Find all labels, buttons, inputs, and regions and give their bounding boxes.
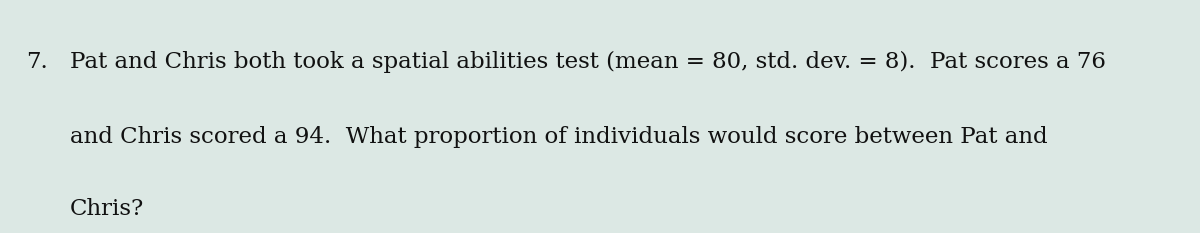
Text: 7.: 7. <box>26 51 48 73</box>
Text: and Chris scored a 94.  What proportion of individuals would score between Pat a: and Chris scored a 94. What proportion o… <box>70 126 1048 148</box>
Text: Chris?: Chris? <box>70 198 144 220</box>
Text: Pat and Chris both took a spatial abilities test (mean = 80, std. dev. = 8).  Pa: Pat and Chris both took a spatial abilit… <box>70 51 1105 73</box>
